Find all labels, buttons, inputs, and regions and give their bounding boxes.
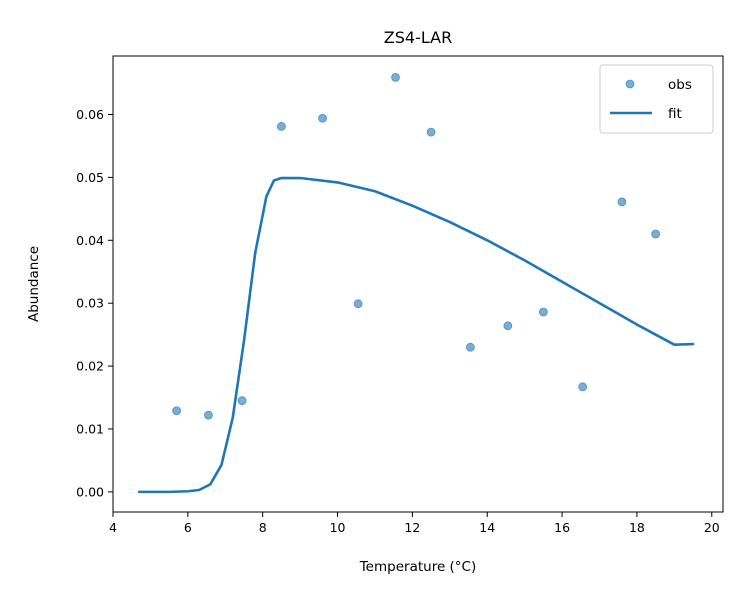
y-tick-label: 0.06 — [76, 107, 104, 122]
y-tick-label: 0.00 — [76, 484, 104, 499]
y-axis: 0.00 0.01 0.02 0.03 0.04 0.05 0.06 — [76, 107, 113, 499]
x-tick-label: 18 — [629, 520, 645, 535]
y-tick-label: 0.05 — [76, 170, 104, 185]
legend-label: fit — [668, 106, 682, 122]
obs-point — [353, 299, 363, 309]
chart-title: ZS4-LAR — [384, 28, 452, 47]
axes-frame — [112, 55, 724, 513]
obs-point — [237, 396, 247, 406]
x-axis-label: Temperature (°C) — [359, 559, 477, 575]
x-tick-label: 14 — [479, 520, 495, 535]
plot-area — [137, 72, 695, 494]
x-tick-label: 6 — [184, 520, 192, 535]
obs-point — [503, 321, 513, 331]
legend-obs-marker — [625, 79, 635, 89]
legend-box — [599, 64, 714, 134]
obs-point — [651, 229, 661, 239]
obs-point — [204, 410, 213, 420]
x-tick-label: 4 — [109, 520, 117, 535]
obs-point — [391, 72, 400, 82]
y-axis-label: Abundance — [26, 246, 42, 322]
x-tick-label: 10 — [330, 520, 346, 535]
obs-point — [172, 406, 182, 416]
y-tick-label: 0.04 — [76, 233, 104, 248]
obs-point — [277, 122, 286, 131]
legend: obs fit — [599, 64, 714, 134]
legend-label: obs — [668, 77, 692, 93]
obs-point — [465, 342, 475, 352]
obs-point — [538, 307, 548, 317]
y-tick-label: 0.02 — [76, 359, 104, 374]
fit-line — [137, 176, 695, 494]
obs-point — [426, 127, 436, 137]
obs-point — [617, 197, 627, 207]
obs-point — [578, 382, 588, 392]
y-tick-label: 0.03 — [76, 296, 104, 311]
y-tick-label: 0.01 — [76, 421, 104, 436]
x-tick-label: 16 — [554, 520, 570, 535]
x-tick-label: 20 — [704, 520, 720, 535]
x-tick-label: 12 — [404, 520, 420, 535]
x-axis: 4 6 8 10 12 14 16 18 20 — [109, 512, 720, 535]
x-tick-label: 8 — [259, 520, 267, 535]
obs-point — [318, 113, 327, 123]
